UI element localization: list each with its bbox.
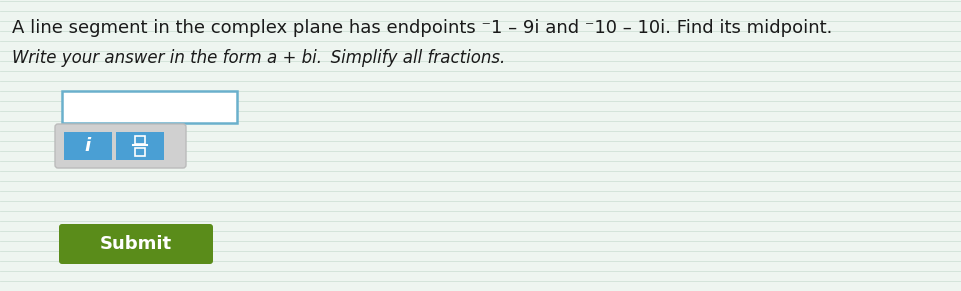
Bar bbox=[135, 148, 145, 156]
Text: Write your answer in the form a + bi.  Simplify all fractions.: Write your answer in the form a + bi. Si… bbox=[12, 49, 505, 67]
FancyBboxPatch shape bbox=[59, 224, 212, 264]
FancyBboxPatch shape bbox=[64, 132, 111, 160]
Text: Submit: Submit bbox=[100, 235, 172, 253]
Text: A line segment in the complex plane has endpoints ⁻1 – 9i and ⁻10 – 10i. Find it: A line segment in the complex plane has … bbox=[12, 19, 831, 37]
Bar bbox=[135, 136, 145, 144]
Text: i: i bbox=[85, 137, 91, 155]
FancyBboxPatch shape bbox=[55, 124, 185, 168]
FancyBboxPatch shape bbox=[62, 91, 236, 123]
FancyBboxPatch shape bbox=[116, 132, 163, 160]
